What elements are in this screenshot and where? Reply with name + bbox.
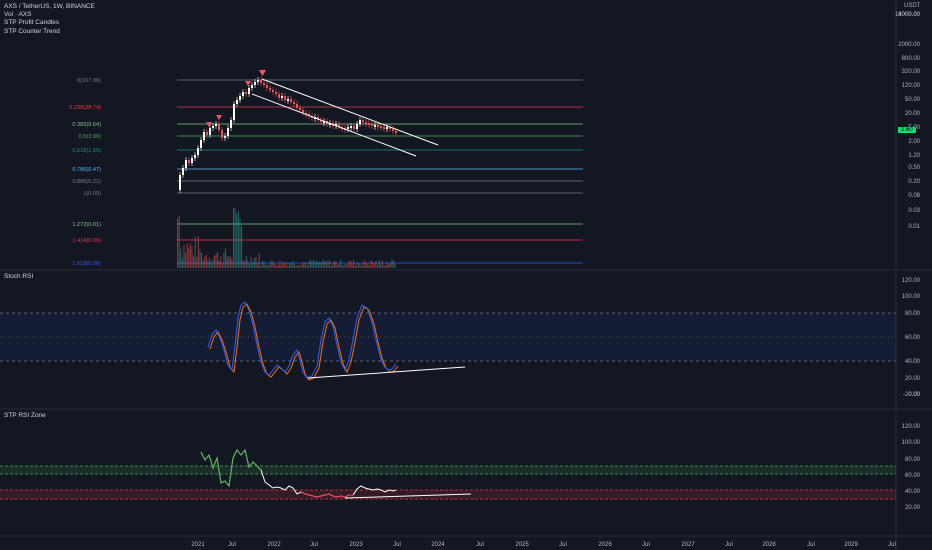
rsi-zone-upper [0,466,896,474]
sell-signal-marker [216,115,222,120]
price-tick: 800.00 [902,56,921,62]
time-tick: 2026 [598,542,612,548]
volume-bars [177,208,396,268]
stoch-rsi-title[interactable]: Stoch RSI [4,273,34,280]
price-axis[interactable]: 8000.00 2000.00 800.00 320.00 120.00 50.00 20.… [895,12,921,230]
fib-level-label: 1.618(0.00) [72,261,101,267]
fib-level-label: 1.414(0.00) [72,238,101,244]
time-tick: 2021 [191,542,205,548]
stoch-tick: 80.00 [905,311,921,317]
fib-level-label: 0.236(28.74) [69,105,101,111]
stoch-tick: -20.00 [903,392,921,398]
price-tick: 50.00 [905,97,921,103]
current-price-badge: 3.60 [898,127,916,133]
rsi-tick: 120.00 [902,424,921,430]
fib-level-label: 0.886(0.22) [72,179,101,185]
time-tick: 2028 [762,542,776,548]
price-candles [179,77,397,193]
stoch-tick: 20.00 [905,376,921,382]
time-tick: Jul [393,542,401,548]
fib-retracement[interactable]: 0(167.96) 0.236(28.74) 0.382(9.64) 0.5(3.99… [69,78,583,267]
price-tick: 20.00 [905,111,921,117]
rsi-trendline[interactable] [344,493,472,499]
indicator-legend-profit-candles[interactable]: STP Profit Candles [4,19,60,27]
time-tick: 2024 [431,542,445,548]
rsi-axis[interactable]: 120.00 100.00 80.00 60.00 40.00 20.00 [902,424,921,511]
rsi-tick: 20.00 [905,505,921,511]
sell-signal-marker [245,81,251,86]
time-tick: Jul [476,542,484,548]
price-tick: 0.08 [908,193,920,199]
fib-level-label: 1(0.09) [83,191,101,197]
time-tick: Jul [888,542,896,548]
stoch-tick: 100.00 [902,294,921,300]
stoch-tick: 120.00 [902,278,921,284]
price-tick: 0.50 [908,165,920,171]
stoch-k-line [207,301,397,379]
stp-rsi-zone-title[interactable]: STP RSI Zone [4,412,46,419]
fib-level-label: 1.272(0.01) [72,222,101,228]
indicator-legend-counter-trend[interactable]: STP Counter Trend [4,27,60,35]
fib-level-label: 0.786(0.47) [72,167,101,173]
time-tick: 2022 [267,542,281,548]
fib-level-label: 0.5(3.99) [79,134,102,140]
stoch-tick: 0.00 [908,392,920,398]
price-tick: 0.01 [908,224,920,230]
price-tick: 1.20 [908,153,920,159]
time-tick: Jul [725,542,733,548]
channel-upper-line[interactable] [261,78,439,146]
rsi-tick: 100.00 [902,440,921,446]
price-tick: 14000.00 [895,12,921,18]
stoch-axis[interactable]: 120.00 100.00 80.00 60.00 40.00 20.00 0.00-20.… [902,278,921,398]
price-tick: 2000.00 [898,42,920,48]
sell-signal-marker [206,122,212,127]
price-tick: 8000.00 [898,12,920,18]
stoch-trendline[interactable] [307,366,466,379]
stoch-tick: 60.00 [905,335,921,341]
chart-legend: AXS / TetherUS, 1W, BINANCE Vol · AXS ST… [4,3,95,36]
time-tick: 2025 [515,542,529,548]
time-tick: Jul [642,542,650,548]
time-tick: 2027 [681,542,695,548]
time-tick: Jul [807,542,815,548]
sell-signal-marker [259,70,266,76]
fib-level-label: 0(167.96) [77,78,101,84]
time-tick: Jul [559,542,567,548]
counter-trend-markers [206,70,266,127]
stoch-tick: 40.00 [905,359,921,365]
time-axis[interactable]: 2021 Jul 2022 Jul 2023 Jul 2024 Jul 2025 Jul 2026 J… [191,542,896,548]
price-tick: 2.00 [908,139,920,145]
price-tick: 0.03 [908,208,920,214]
stp-rsi-bear-segment [300,491,353,498]
time-tick: 2023 [349,542,363,548]
channel-lower-line[interactable] [251,93,417,157]
rsi-tick: 80.00 [905,457,921,463]
time-tick: Jul [310,542,318,548]
rsi-tick: 40.00 [905,489,921,495]
price-tick: 0.20 [908,179,920,185]
price-tick: 120.00 [902,83,921,89]
rsi-tick: 60.00 [905,473,921,479]
time-tick: Jul [228,542,236,548]
currency-label: USDT [904,3,921,9]
volume-legend[interactable]: Vol · AXS [4,11,32,19]
fib-level-label: 0.618(1.65) [72,148,101,154]
stoch-d-line [209,303,399,381]
symbol-title[interactable]: AXS / TetherUS, 1W, BINANCE [4,3,95,10]
time-tick: 2029 [844,542,858,548]
price-tick: 320.00 [902,69,921,75]
stp-rsi-bull-segment [200,448,262,488]
fib-level-label: 0.382(9.64) [72,122,101,128]
